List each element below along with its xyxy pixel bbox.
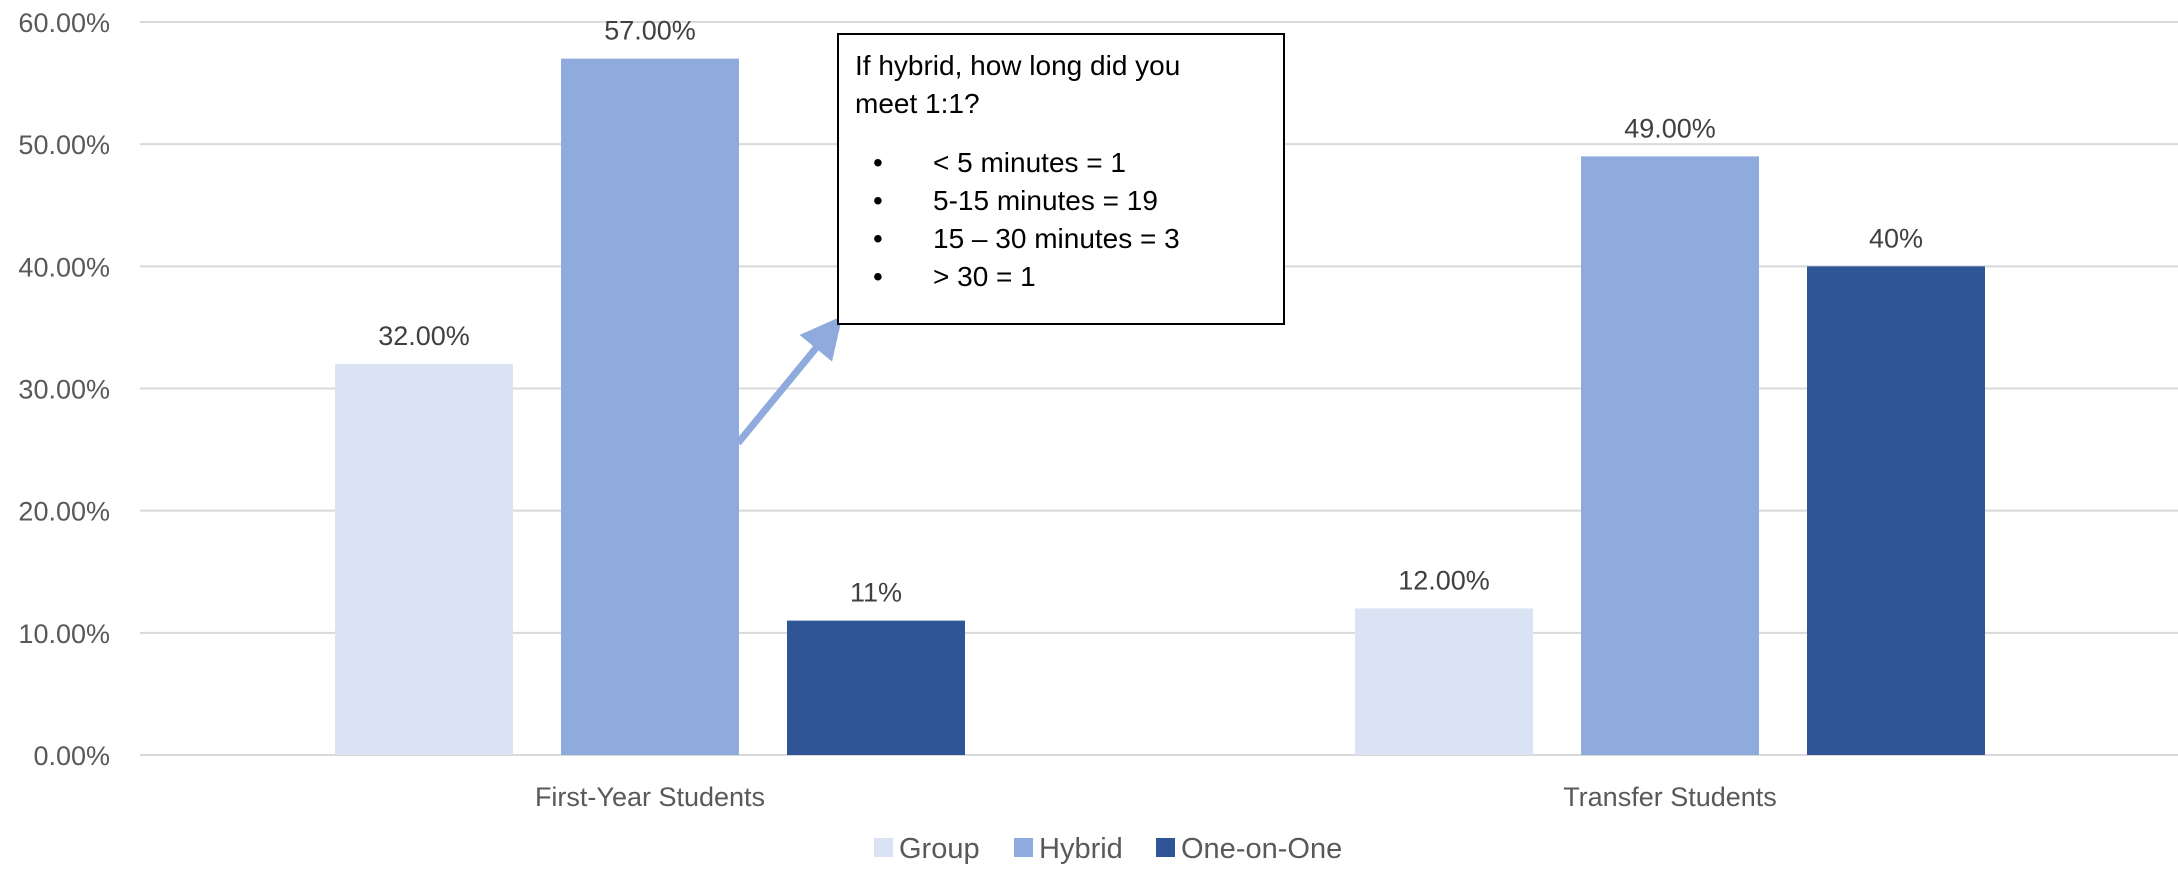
legend-label: Hybrid	[1039, 833, 1123, 865]
data-label: 40%	[1869, 223, 1923, 253]
legend-swatch	[874, 838, 893, 857]
annotation-item: • 15 – 30 minutes = 3	[855, 220, 1265, 258]
annotation-item-text: 5-15 minutes = 19	[933, 185, 1158, 216]
annotation-title: If hybrid, how long did you meet 1:1?	[855, 50, 1181, 119]
y-tick-label: 20.00%	[18, 497, 110, 527]
legend-item: Group	[874, 833, 980, 865]
y-tick-label: 50.00%	[18, 130, 110, 160]
bullet-icon: •	[873, 223, 883, 254]
annotation-item: • > 30 = 1	[855, 258, 1265, 296]
y-tick-label: 10.00%	[18, 619, 110, 649]
category-label: Transfer Students	[1563, 782, 1777, 812]
bar-group	[1355, 608, 1533, 755]
annotation-item: • < 5 minutes = 1	[855, 144, 1265, 182]
annotation-item-text: > 30 = 1	[933, 261, 1036, 292]
bullet-icon: •	[873, 147, 883, 178]
bar-one-on-one	[1807, 266, 1985, 755]
bar-hybrid	[561, 58, 739, 755]
bar-hybrid	[1581, 156, 1759, 756]
bar-group	[335, 364, 513, 755]
y-axis-tick-labels: 0.00% 10.00% 20.00% 30.00% 40.00% 50.00% 60.00…	[18, 8, 110, 771]
annotation-list: • < 5 minutes = 1 • 5-15 minutes = 19 • …	[855, 144, 1265, 296]
category-label: First-Year Students	[535, 782, 765, 812]
annotation-item: • 5-15 minutes = 19	[855, 182, 1265, 220]
annotation-item-text: 15 – 30 minutes = 3	[933, 223, 1180, 254]
legend: Group Hybrid One-on-One	[874, 833, 1342, 865]
bullet-icon: •	[873, 185, 883, 216]
data-label: 57.00%	[604, 16, 696, 46]
data-labels: 32.00% 12.00% 57.00% 49.00% 11% 40%	[378, 16, 1923, 608]
data-label: 11%	[850, 578, 902, 608]
legend-swatch	[1014, 838, 1033, 857]
data-label: 49.00%	[1624, 113, 1716, 143]
y-tick-label: 0.00%	[33, 741, 110, 771]
y-tick-label: 40.00%	[18, 252, 110, 282]
legend-label: One-on-One	[1181, 833, 1342, 865]
category-labels: First-Year Students Transfer Students	[535, 782, 1777, 812]
annotation-callout: If hybrid, how long did you meet 1:1? • …	[837, 33, 1285, 325]
bullet-icon: •	[873, 261, 883, 292]
bar-one-on-one	[787, 620, 965, 755]
y-tick-label: 30.00%	[18, 375, 110, 405]
legend-swatch	[1156, 838, 1175, 857]
legend-label: Group	[899, 833, 980, 865]
legend-item: Hybrid	[1014, 833, 1123, 865]
bars	[335, 58, 1985, 756]
legend-item: One-on-One	[1156, 833, 1342, 865]
data-label: 12.00%	[1398, 565, 1490, 595]
y-tick-label: 60.00%	[18, 8, 110, 38]
callout-arrow	[735, 315, 843, 446]
data-label: 32.00%	[378, 321, 470, 351]
annotation-item-text: < 5 minutes = 1	[933, 147, 1127, 178]
